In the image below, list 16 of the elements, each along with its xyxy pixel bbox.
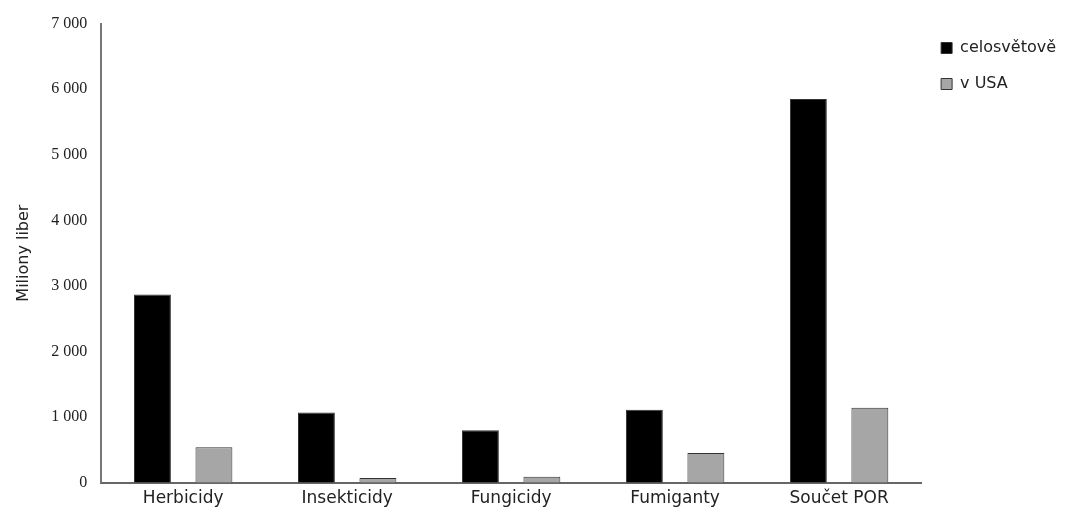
x-tick-label: Fungicidy <box>470 487 552 508</box>
x-tick-label: Insekticidy <box>301 487 393 508</box>
y-tick-label: 7 000 <box>51 13 88 31</box>
y-tick-label: 5 000 <box>51 144 88 162</box>
x-tick-label: Herbicidy <box>142 487 224 508</box>
legend-label: celosvětově <box>960 37 1057 57</box>
y-tick-label: 4 000 <box>51 210 88 228</box>
y-tick-label: 6 000 <box>51 79 88 97</box>
y-axis-title: Miliony liber <box>12 204 32 302</box>
y-tick-label: 0 <box>79 472 88 490</box>
x-tick-label: Součet POR <box>789 487 889 508</box>
y-tick-label: 3 000 <box>51 276 88 294</box>
y-tick-label: 1 000 <box>51 407 88 425</box>
y-tick-label: 2 000 <box>51 341 88 359</box>
x-tick-label: Fumiganty <box>630 487 720 508</box>
legend-label: v USA <box>960 73 1008 93</box>
